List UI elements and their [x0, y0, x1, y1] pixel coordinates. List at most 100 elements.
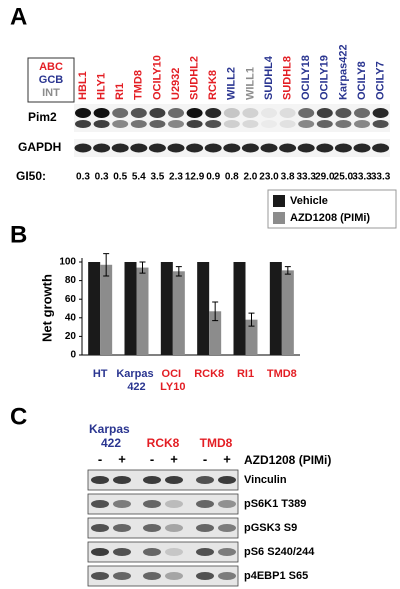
x-tick-label: TMD8	[267, 368, 297, 380]
treatment-sign: -	[98, 451, 102, 466]
blot-band	[165, 548, 183, 556]
blot-band	[93, 120, 110, 128]
x-tick-label: RCK8	[194, 368, 224, 380]
group-label: Karpas 422	[89, 422, 133, 450]
blot-band	[242, 120, 259, 128]
gi50-value: 0.9	[206, 172, 220, 183]
blot-band	[130, 143, 148, 153]
error-bar	[175, 266, 182, 277]
blot-band	[143, 476, 161, 484]
x-tick-label: RI1	[237, 368, 254, 380]
blot-band	[113, 476, 131, 484]
blot-band	[113, 500, 131, 508]
error-bar	[212, 301, 219, 322]
y-tick-label: 80	[65, 275, 77, 286]
y-axis-label: Net growth	[39, 274, 54, 342]
legend-text: GCB	[39, 74, 64, 86]
treatment-sign: +	[118, 451, 126, 466]
blot-band	[143, 524, 161, 532]
treatment-sign: -	[150, 451, 154, 466]
blot-band	[75, 120, 91, 128]
panel-label: A	[10, 3, 27, 30]
cell-line-label: SUDHL4	[263, 55, 275, 100]
bar	[197, 262, 210, 355]
blot-band	[75, 108, 91, 118]
bar	[233, 262, 246, 355]
treatment-label: AZD1208 (PIMi)	[244, 453, 331, 467]
blot-band	[165, 572, 183, 580]
blot-band	[316, 108, 333, 118]
blot	[74, 104, 390, 132]
blot-band	[113, 524, 131, 532]
blot-band	[354, 108, 370, 118]
cell-line-label: SUDHL8	[282, 56, 294, 100]
blot-band	[93, 108, 110, 118]
legend-text: AZD1208 (PIMi)	[290, 212, 370, 224]
blot-band	[241, 143, 259, 153]
blot	[87, 517, 239, 539]
blot-band	[205, 120, 222, 128]
blot-band	[261, 108, 277, 118]
blot-band	[354, 120, 370, 128]
blot-band	[335, 120, 352, 128]
gi50-value: 25.0	[334, 172, 354, 183]
bar	[209, 311, 222, 355]
gi50-value: 29.0	[315, 172, 335, 183]
cell-line-label: OCILY7	[375, 61, 387, 100]
blot-band	[260, 143, 278, 153]
cell-line-label: U2932	[170, 68, 182, 100]
blot	[87, 541, 239, 563]
blot-band	[148, 143, 166, 153]
blot-band	[279, 108, 296, 118]
legend-box	[27, 57, 75, 103]
cell-line-label: HLY1	[96, 73, 108, 100]
panel-label: B	[10, 221, 27, 248]
x-tick-label: OCI LY10	[160, 368, 185, 393]
blot-band	[279, 143, 297, 153]
gi50-value: 23.0	[259, 172, 279, 183]
blot-band	[91, 572, 109, 580]
blot-band	[297, 143, 315, 153]
bar	[100, 264, 113, 355]
bar	[172, 271, 185, 355]
blot	[87, 565, 239, 587]
blot-band	[279, 120, 296, 128]
cell-line-label: OCILY8	[356, 61, 368, 100]
blot-band	[165, 524, 183, 532]
blot-band	[242, 108, 259, 118]
blot-band	[91, 548, 109, 556]
blot-band	[334, 143, 352, 153]
gi50-value: 12.9	[185, 172, 205, 183]
blot-band	[112, 120, 129, 128]
cell-line-label: RI1	[114, 83, 126, 100]
gi50-value: 33.3	[296, 172, 316, 183]
cell-line-label: Karpas422	[337, 44, 349, 100]
row-label: GAPDH	[18, 140, 61, 154]
legend-swatch	[273, 195, 285, 207]
blot-band	[113, 572, 131, 580]
blot-band	[335, 108, 352, 118]
blot-band	[204, 143, 222, 153]
blot-band	[218, 500, 236, 508]
row-label: pS6K1 T389	[244, 498, 306, 510]
row-label: pS6 S240/244	[244, 546, 315, 558]
bar	[245, 319, 258, 355]
cell-line-label: OCILY18	[300, 55, 312, 100]
blot-band	[196, 500, 214, 508]
legend-text: Vehicle	[290, 195, 328, 207]
legend-text: INT	[42, 87, 60, 99]
gi50-value: 2.3	[169, 172, 183, 183]
cell-line-label: TMD8	[133, 70, 145, 100]
bar	[281, 270, 294, 355]
group-label: RCK8	[147, 436, 180, 450]
blot-band	[168, 120, 184, 128]
row-label: pGSK3 S9	[244, 522, 297, 534]
blot-band	[112, 108, 129, 118]
y-tick-label: 0	[70, 350, 76, 361]
gi50-label: GI50:	[16, 169, 46, 183]
blot-band	[186, 108, 203, 118]
blot-band	[316, 120, 333, 128]
blot-band	[218, 524, 236, 532]
row-label: Pim2	[28, 110, 57, 124]
